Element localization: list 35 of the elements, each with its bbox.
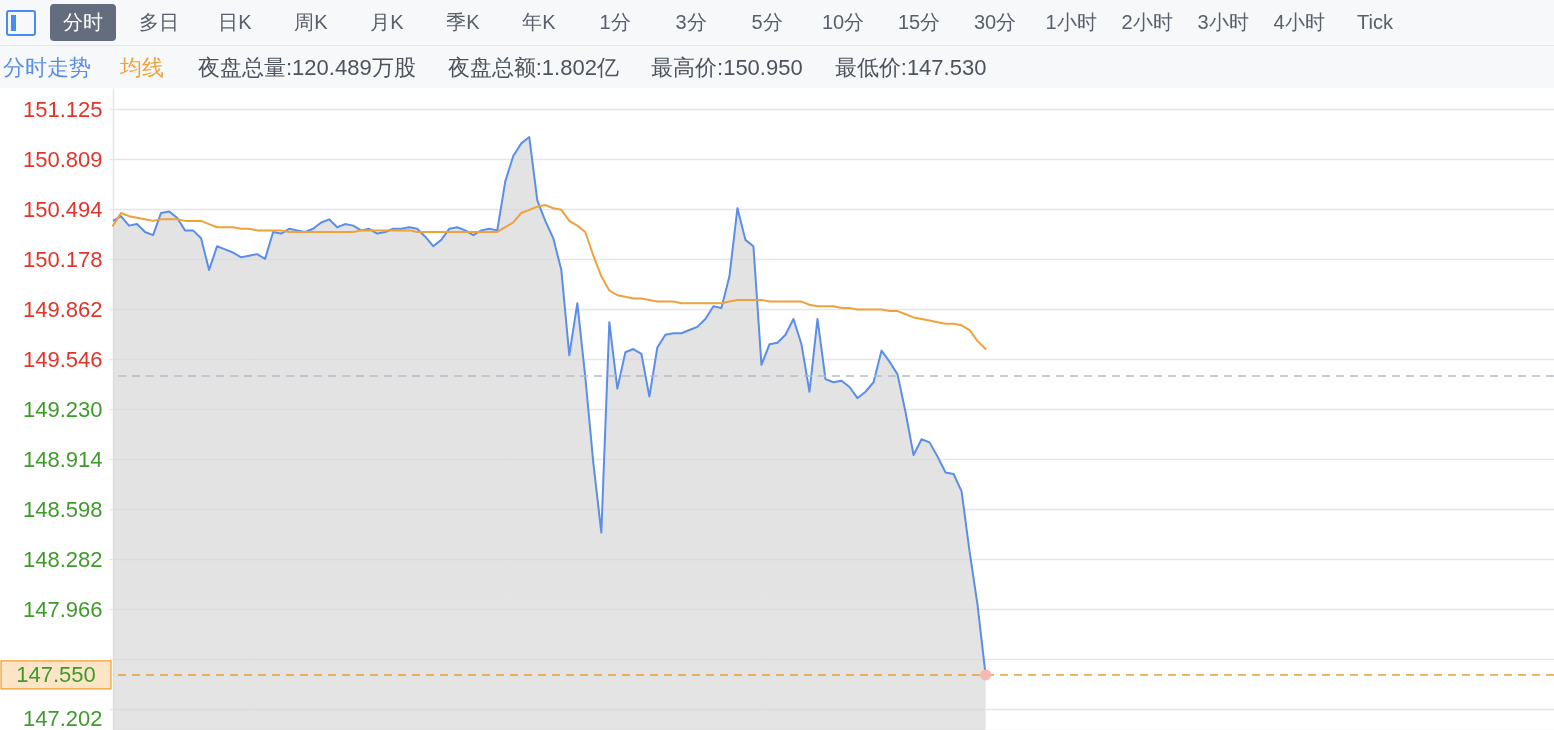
text: 30分: [972, 10, 1018, 35]
y-tick-label: 151.125: [22, 96, 103, 122]
text: 3小时: [1196, 10, 1250, 35]
text: 1分: [598, 10, 632, 35]
text: 年K: [521, 10, 557, 35]
text: 均线: [120, 55, 164, 80]
text: 4小时: [1272, 10, 1326, 35]
text: 3分: [674, 10, 708, 35]
ref-line-label: 147.550: [16, 661, 96, 687]
text: 周K: [293, 10, 329, 35]
y-tick-label: 147.966: [22, 596, 103, 622]
selected-tab: 分时: [50, 4, 116, 41]
y-tick-label: 148.598: [22, 496, 103, 522]
legend-label: 分时走势: [3, 55, 91, 80]
y-tick-label: 150.494: [22, 196, 103, 222]
text: 2小时: [1120, 10, 1174, 35]
y-tick-label: 147.202: [22, 705, 103, 730]
text: 1小时: [1044, 10, 1098, 35]
text: 5分: [750, 10, 784, 35]
y-tick-label: 148.282: [22, 546, 103, 572]
chart-subtitle: 夜盘总量:120.489万股 夜盘总额:1.802亿 最高价:150.950 最低价:147.530: [198, 54, 987, 82]
line-series: [112, 204, 987, 351]
text: 15分: [896, 10, 942, 35]
y-tick-label: 149.546: [22, 346, 103, 372]
text: 10分: [820, 10, 866, 35]
text: 日K: [217, 10, 253, 35]
y-tick-label: 149.862: [22, 296, 103, 322]
y-tick-label: 149.230: [22, 396, 103, 422]
text: Tick: [1356, 10, 1394, 35]
text: 多日: [138, 10, 180, 35]
y-tick-label: 150.178: [22, 246, 103, 272]
y-tick-label: 148.914: [22, 446, 103, 472]
text: 月K: [369, 10, 405, 35]
text: 季K: [445, 10, 481, 35]
y-tick-label: 150.809: [22, 146, 103, 172]
